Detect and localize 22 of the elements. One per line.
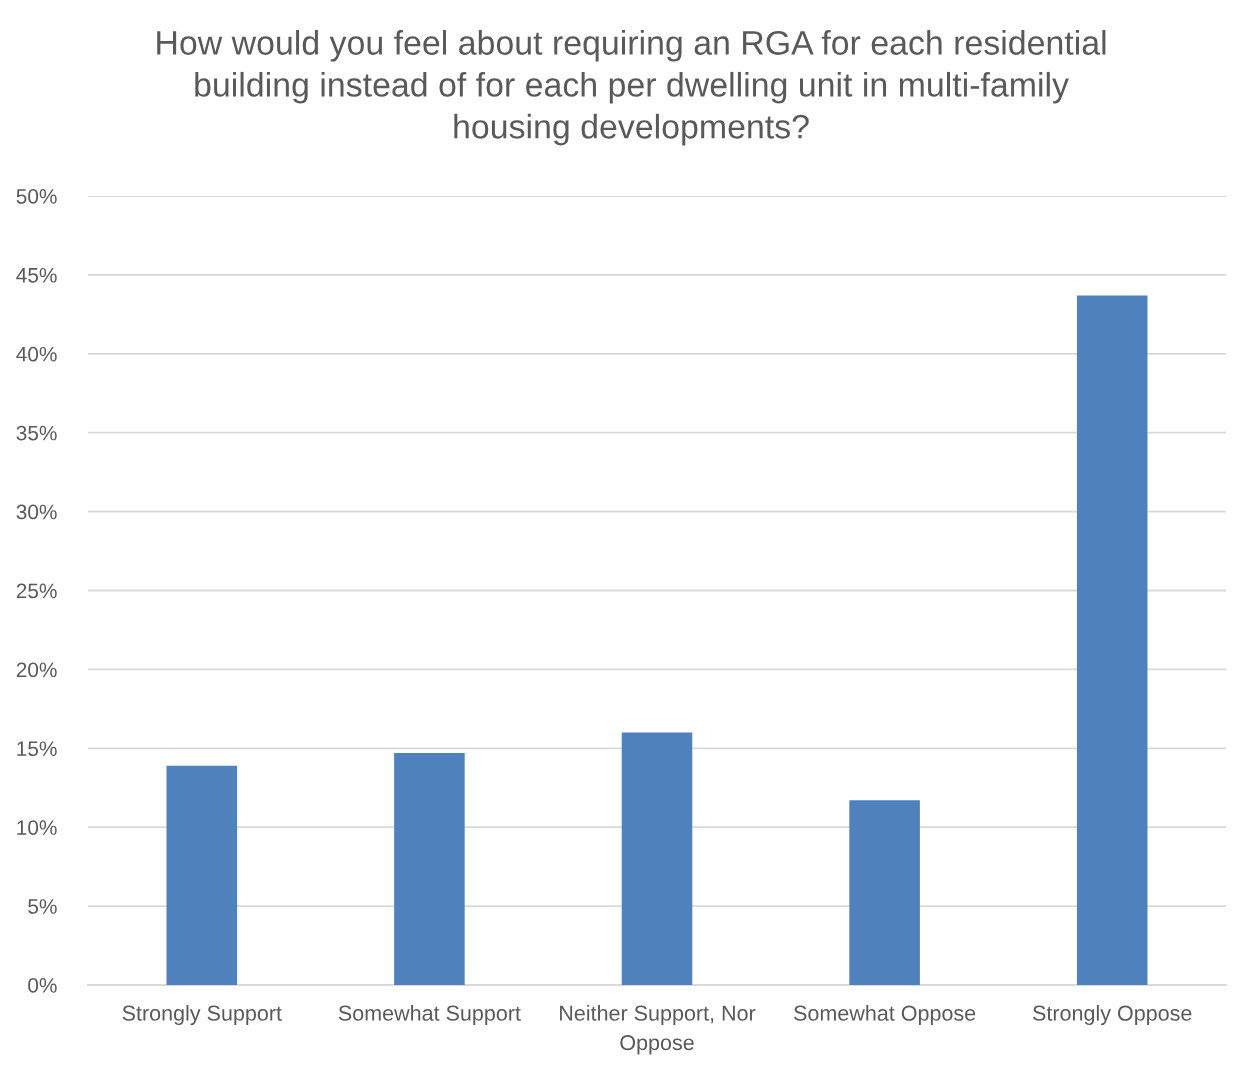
y-tick-label: 35%: [16, 425, 57, 441]
y-tick-label: 10%: [17, 820, 57, 835]
x-tick-label: Strongly Support: [122, 1005, 282, 1026]
y-tick-label: 30%: [16, 504, 57, 520]
x-tick-label: Strongly Oppose: [1033, 1005, 1192, 1026]
bar: [394, 753, 465, 985]
y-tick-label: 5%: [28, 899, 57, 914]
chart-title: How would you feel about requiring an RGA for each residential building instead of for each per dwelling unit in multi-family housing developments?: [157, 30, 1106, 146]
bar: [1076, 295, 1148, 985]
y-tick-label: 20%: [16, 662, 57, 678]
x-tick-label: Somewhat Oppose: [794, 1005, 976, 1026]
x-tick-label: Somewhat Support: [338, 1005, 521, 1026]
y-tick-label: 45%: [16, 267, 57, 283]
bar: [621, 732, 693, 985]
bar: [166, 765, 238, 985]
y-tick-label: 50%: [16, 189, 57, 204]
bar: [849, 800, 920, 985]
y-tick-label: 15%: [17, 741, 57, 757]
x-tick-label: Neither Support, Nor Oppose: [560, 1005, 756, 1055]
y-tick-label: 40%: [16, 346, 57, 362]
y-tick-label: 25%: [16, 583, 57, 599]
y-tick-label: 0%: [28, 978, 57, 993]
